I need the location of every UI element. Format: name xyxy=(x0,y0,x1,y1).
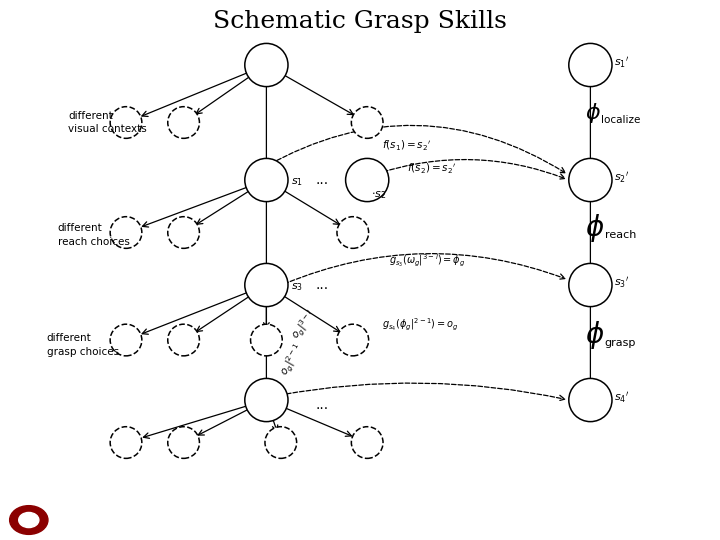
Text: localize: localize xyxy=(601,115,641,125)
Ellipse shape xyxy=(569,379,612,422)
Text: $s_1{}'$: $s_1{}'$ xyxy=(614,55,629,70)
Text: $s_1$: $s_1$ xyxy=(291,177,303,188)
Ellipse shape xyxy=(168,107,199,138)
Ellipse shape xyxy=(110,427,142,458)
Circle shape xyxy=(5,502,53,538)
Text: ...: ... xyxy=(316,398,329,412)
Ellipse shape xyxy=(337,324,369,356)
Ellipse shape xyxy=(245,43,288,86)
Text: different
reach choices: different reach choices xyxy=(58,224,130,247)
Text: $o_g|^{2-1}$: $o_g|^{2-1}$ xyxy=(277,341,308,379)
Text: grasp: grasp xyxy=(605,338,636,348)
Text: $g_{s_4}(\phi_g|^{2-1}) = o_g$: $g_{s_4}(\phi_g|^{2-1}) = o_g$ xyxy=(382,316,459,333)
Text: ...: ... xyxy=(316,278,329,292)
Ellipse shape xyxy=(168,217,199,248)
Text: $s_4{}'$: $s_4{}'$ xyxy=(614,390,629,405)
Ellipse shape xyxy=(569,264,612,307)
Ellipse shape xyxy=(569,43,612,86)
Text: reach: reach xyxy=(605,230,636,240)
Text: $f(s_2) = s_2{}^\prime$: $f(s_2) = s_2{}^\prime$ xyxy=(407,160,456,174)
Text: $\phi$: $\phi$ xyxy=(585,319,604,351)
Ellipse shape xyxy=(337,217,369,248)
Text: $s_3$: $s_3$ xyxy=(291,282,303,293)
Ellipse shape xyxy=(351,107,383,138)
Text: $\cdot s_2$: $\cdot s_2$ xyxy=(371,189,386,201)
Circle shape xyxy=(19,512,39,528)
Text: $s_3{}'$: $s_3{}'$ xyxy=(614,275,629,290)
Ellipse shape xyxy=(110,324,142,356)
Text: $\phi$: $\phi$ xyxy=(585,100,600,125)
Ellipse shape xyxy=(245,379,288,422)
Text: $f(s_1) = s_2{}^\prime$: $f(s_1) = s_2{}^\prime$ xyxy=(382,138,431,152)
Ellipse shape xyxy=(168,427,199,458)
Text: different
visual contexts: different visual contexts xyxy=(68,111,147,134)
Text: different
grasp choices: different grasp choices xyxy=(47,333,119,356)
Text: $\phi$: $\phi$ xyxy=(585,212,604,244)
Ellipse shape xyxy=(110,107,142,138)
Text: $o_g|^{3-l}$: $o_g|^{3-l}$ xyxy=(288,307,320,343)
Text: Laboratory for Perceptual Robotics  •  University of Massachusetts Amherst  •  D: Laboratory for Perceptual Robotics • Uni… xyxy=(128,516,664,524)
Ellipse shape xyxy=(110,217,142,248)
Text: ...: ... xyxy=(316,173,329,187)
Ellipse shape xyxy=(168,324,199,356)
Ellipse shape xyxy=(265,427,297,458)
Ellipse shape xyxy=(346,158,389,201)
Text: $g_{s_3}(\omega_g|^{3-l}) = \phi_g$: $g_{s_3}(\omega_g|^{3-l}) = \phi_g$ xyxy=(389,253,465,269)
Ellipse shape xyxy=(245,158,288,201)
Ellipse shape xyxy=(245,264,288,307)
Text: $s_2{}'$: $s_2{}'$ xyxy=(614,170,629,185)
Text: Schematic Grasp Skills: Schematic Grasp Skills xyxy=(213,10,507,33)
Ellipse shape xyxy=(251,324,282,356)
Ellipse shape xyxy=(569,158,612,201)
Ellipse shape xyxy=(351,427,383,458)
Circle shape xyxy=(9,505,48,535)
